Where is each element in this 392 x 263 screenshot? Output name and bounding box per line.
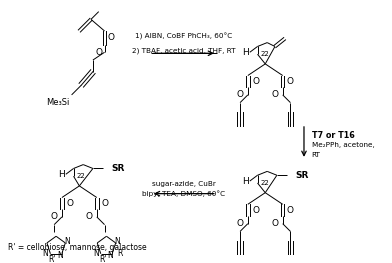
Text: O: O [95,48,102,57]
Text: Me₂PPh, acetone,: Me₂PPh, acetone, [312,142,374,148]
Text: O: O [237,219,243,228]
Text: N: N [93,249,99,258]
Text: O: O [271,219,278,228]
Text: O: O [237,90,243,99]
Text: R' = cellobiose, mannose, galactose: R' = cellobiose, mannose, galactose [8,243,146,252]
Text: R: R [117,249,123,258]
Text: Me₃Si: Me₃Si [46,98,70,107]
Text: N: N [107,251,113,260]
Text: sugar-azide, CuBr: sugar-azide, CuBr [152,181,216,187]
Text: N: N [115,236,120,245]
Text: 2) TBAF, acetic acid, THF, RT: 2) TBAF, acetic acid, THF, RT [132,47,236,54]
Text: O: O [85,213,93,221]
Text: R': R' [49,255,56,263]
Text: N: N [57,251,63,260]
Text: R': R' [99,255,106,263]
Text: O: O [108,33,115,42]
Text: T7 or T16: T7 or T16 [312,131,354,140]
Text: O: O [252,77,259,86]
Text: O: O [101,199,108,208]
Text: H: H [243,176,249,186]
Text: 22: 22 [261,180,270,186]
Text: H: H [243,48,249,57]
Text: O: O [252,206,259,215]
Text: 1) AIBN, CoBF PhCH₃, 60°C: 1) AIBN, CoBF PhCH₃, 60°C [135,33,232,41]
Text: RT: RT [312,152,321,158]
Text: SR: SR [111,164,125,173]
Text: 22: 22 [77,173,86,179]
Text: N: N [43,249,49,258]
Text: O: O [51,213,58,221]
Text: SR: SR [295,171,309,180]
Text: O: O [287,206,294,215]
Text: O: O [66,199,73,208]
Text: 22: 22 [261,51,270,57]
Text: H: H [58,170,65,179]
Text: bipy, TEA, DMSO, 60°C: bipy, TEA, DMSO, 60°C [142,190,225,197]
Text: O: O [271,90,278,99]
Text: O: O [287,77,294,86]
Text: N: N [64,236,70,245]
